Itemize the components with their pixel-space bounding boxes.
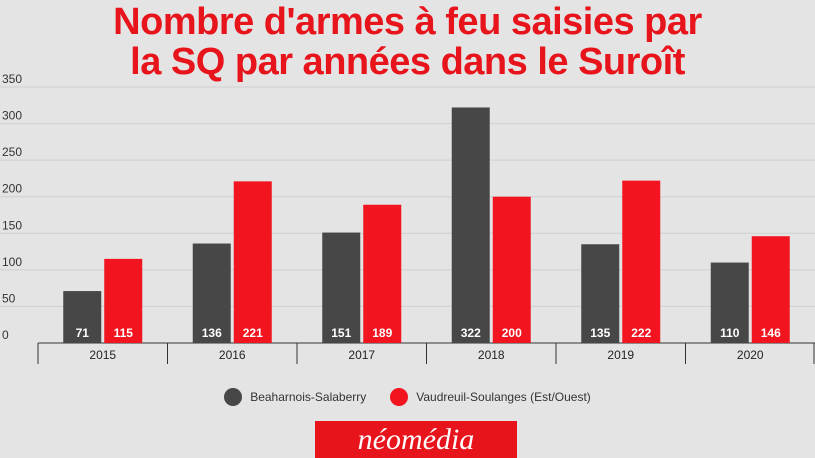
x-tick-label-2019: 2019 [607, 348, 634, 362]
legend: Beaharnois-Salaberry Vaudreuil-Soulanges… [0, 388, 815, 406]
bar-2017-red [363, 204, 402, 343]
data-label-2016-red: 221 [243, 326, 263, 340]
y-tick-label-0: 0 [2, 328, 9, 342]
y-tick-label-250: 250 [2, 145, 22, 159]
data-label-2017-dark: 151 [331, 326, 351, 340]
y-tick-label-150: 150 [2, 218, 22, 232]
bar-2016-red [233, 181, 272, 343]
brand-logo: néomédia [315, 421, 517, 458]
data-label-2019-dark: 135 [590, 326, 610, 340]
bar-2018-red [492, 196, 531, 343]
data-label-2015-dark: 71 [76, 326, 90, 340]
chart-title: Nombre d'armes à feu saisies par la SQ p… [0, 2, 815, 82]
data-label-2017-red: 189 [372, 326, 392, 340]
bar-2018-dark [451, 107, 490, 343]
title-line-1: Nombre d'armes à feu saisies par [113, 1, 702, 43]
legend-swatch-dark [224, 388, 243, 406]
y-tick-label-100: 100 [2, 255, 22, 269]
bar-2016-dark [192, 243, 231, 343]
data-label-2018-dark: 322 [461, 326, 481, 340]
bar-2020-dark [710, 262, 749, 343]
data-label-2020-red: 146 [761, 326, 781, 340]
data-label-2019-red: 222 [631, 326, 651, 340]
y-tick-label-350: 350 [2, 72, 22, 86]
y-tick-label-50: 50 [2, 291, 16, 305]
y-tick-label-300: 300 [2, 109, 22, 123]
data-label-2018-red: 200 [502, 326, 522, 340]
x-tick-label-2015: 2015 [89, 348, 116, 362]
y-tick-label-200: 200 [2, 182, 22, 196]
legend-label-1: Beaharnois-Salaberry [250, 390, 367, 404]
bar-2015-red [104, 258, 143, 343]
legend-item-2: Vaudreuil-Soulanges (Est/Ouest) [390, 388, 591, 406]
bar-chart: 0 50 100 150 200 250 300 350 2015 71 115 2016 136 221… [0, 72, 815, 364]
bar-2019-red [622, 180, 661, 343]
x-tick-label-2020: 2020 [737, 348, 764, 362]
data-label-2015-red: 115 [114, 326, 134, 340]
legend-item-1: Beaharnois-Salaberry [224, 388, 366, 406]
x-tick-label-2016: 2016 [219, 348, 246, 362]
title-line-2: la SQ par années dans le Suroît [130, 41, 685, 83]
data-label-2020-dark: 110 [720, 326, 740, 340]
bar-2020-red [751, 236, 790, 343]
x-tick-label-2017: 2017 [348, 348, 375, 362]
data-label-2016-dark: 136 [202, 326, 222, 340]
legend-label-2: Vaudreuil-Soulanges (Est/Ouest) [416, 390, 591, 404]
bar-2019-dark [581, 244, 620, 343]
bar-2015-dark [63, 291, 102, 343]
bar-2017-dark [322, 232, 361, 343]
x-tick-label-2018: 2018 [478, 348, 505, 362]
legend-swatch-red [390, 388, 409, 406]
